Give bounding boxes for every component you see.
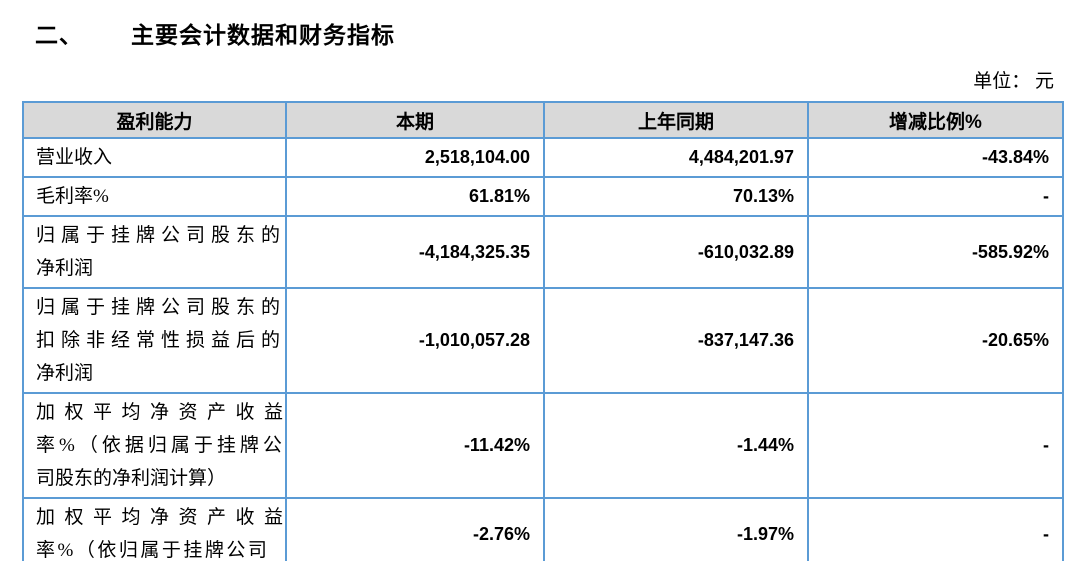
cell-prior: 70.13% — [543, 176, 809, 217]
table-row-operating-revenue: 营业收入 2,518,104.00 4,484,201.97 -43.84% — [22, 137, 1064, 178]
cell-prior: -837,147.36 — [543, 287, 809, 394]
header-prior-period: 上年同期 — [543, 101, 809, 139]
cell-change: - — [807, 392, 1064, 499]
cell-prior: -1.97% — [543, 497, 809, 561]
table-row-gross-margin: 毛利率% 61.81% 70.13% - — [22, 176, 1064, 217]
row-label: 加权平均净资产收益 率%（依归属于挂牌公司 — [22, 497, 287, 561]
header-current-period: 本期 — [285, 101, 545, 139]
row-label: 毛利率% — [22, 176, 287, 217]
cell-change: -43.84% — [807, 137, 1064, 178]
table-header-row: 盈利能力 本期 上年同期 增减比例% — [22, 101, 1064, 139]
row-label-line: 归属于挂牌公司股东的 — [36, 225, 286, 246]
row-label-line: 司股东的净利润计算） — [36, 468, 227, 489]
section-number: 二、 — [35, 22, 83, 48]
financial-indicators-table: 盈利能力 本期 上年同期 增减比例% 营业收入 2,518,104.00 4,4… — [22, 101, 1064, 561]
cell-current: -1,010,057.28 — [285, 287, 545, 394]
row-label-line: 净利润 — [36, 363, 94, 384]
row-label: 营业收入 — [22, 137, 287, 178]
cell-prior: -610,032.89 — [543, 215, 809, 289]
cell-change: -20.65% — [807, 287, 1064, 394]
row-label-line: 加权平均净资产收益 — [36, 402, 286, 423]
row-label-line: 毛利率% — [36, 186, 109, 207]
cell-current: 2,518,104.00 — [285, 137, 545, 178]
row-label-line: 率%（依据归属于挂牌公 — [36, 435, 286, 456]
table-row-net-profit: 归属于挂牌公司股东的 净利润 -4,184,325.35 -610,032.89… — [22, 215, 1064, 289]
row-label-line: 归属于挂牌公司股东的 — [36, 297, 286, 318]
page-title: 主要会计数据和财务指标 — [131, 22, 395, 48]
row-label-line: 加权平均净资产收益 — [36, 507, 286, 528]
row-label: 加权平均净资产收益 率%（依据归属于挂牌公 司股东的净利润计算） — [22, 392, 287, 499]
table-row-weighted-avg-roe-equity: 加权平均净资产收益 率%（依归属于挂牌公司 -2.76% -1.97% - — [22, 497, 1064, 561]
cell-change: - — [807, 176, 1064, 217]
cell-current: -2.76% — [285, 497, 545, 561]
table-row-weighted-avg-roe-net-profit: 加权平均净资产收益 率%（依据归属于挂牌公 司股东的净利润计算） -11.42%… — [22, 392, 1064, 499]
row-label-line: 营业收入 — [36, 147, 113, 168]
cell-current: -4,184,325.35 — [285, 215, 545, 289]
row-label-line: 扣除非经常性损益后的 — [36, 330, 286, 351]
row-label: 归属于挂牌公司股东的 扣除非经常性损益后的 净利润 — [22, 287, 287, 394]
cell-prior: -1.44% — [543, 392, 809, 499]
header-profitability: 盈利能力 — [22, 101, 287, 139]
row-label-line: 净利润 — [36, 258, 94, 279]
row-label: 归属于挂牌公司股东的 净利润 — [22, 215, 287, 289]
cell-prior: 4,484,201.97 — [543, 137, 809, 178]
row-label-line: 率%（依归属于挂牌公司 — [36, 540, 270, 561]
cell-current: 61.81% — [285, 176, 545, 217]
cell-change: -585.92% — [807, 215, 1064, 289]
table-row-net-profit-excl-nonrecurring: 归属于挂牌公司股东的 扣除非经常性损益后的 净利润 -1,010,057.28 … — [22, 287, 1064, 394]
cell-current: -11.42% — [285, 392, 545, 499]
header-change-ratio: 增减比例% — [807, 101, 1064, 139]
unit-label: 单位： 元 — [973, 71, 1054, 92]
cell-change: - — [807, 497, 1064, 561]
section-title: 二、 主要会计数据和财务指标 — [35, 16, 395, 50]
